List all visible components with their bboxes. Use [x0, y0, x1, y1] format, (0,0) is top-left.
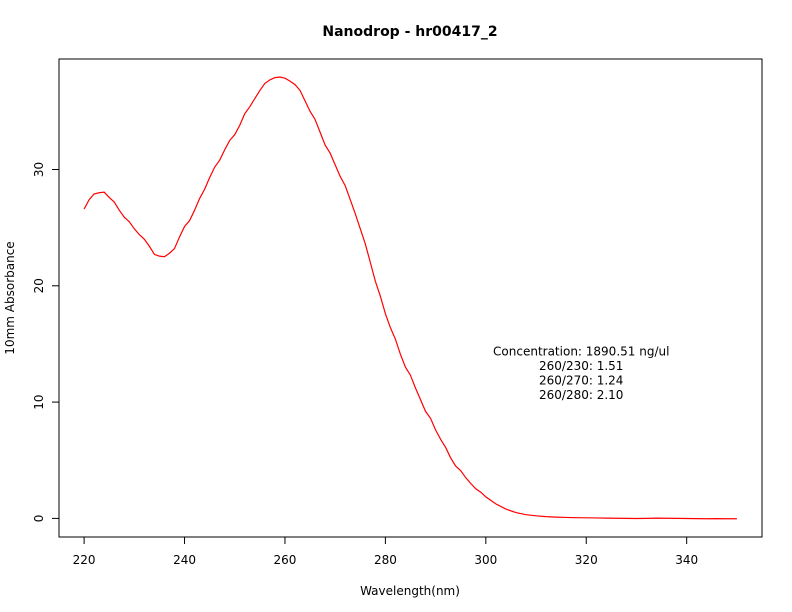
y-tick-label: 0: [32, 515, 46, 523]
x-tick-label: 260: [274, 553, 297, 567]
absorbance-line: [83, 76, 737, 520]
x-tick-label: 340: [675, 553, 698, 567]
annotation-line: 260/270: 1.24: [539, 374, 623, 388]
y-axis-label: 10mm Absorbance: [3, 241, 17, 354]
y-tick-label: 10: [32, 394, 46, 409]
plot-frame: [58, 58, 763, 538]
annotation-line: 260/230: 1.51: [539, 359, 623, 373]
x-tick-label: 320: [575, 553, 598, 567]
x-tick-label: 220: [73, 553, 96, 567]
x-tick-label: 240: [173, 553, 196, 567]
x-tick-label: 300: [474, 553, 497, 567]
y-axis: 0 10 20 30: [32, 162, 59, 522]
chart-title: Nanodrop - hr00417_2: [322, 24, 497, 40]
x-axis: 220 240 260 280 300 320 340: [73, 537, 698, 567]
annotation-line: 260/280: 2.10: [539, 388, 623, 402]
x-tick-label: 280: [374, 553, 397, 567]
x-axis-label: Wavelength(nm): [360, 584, 460, 598]
y-tick-label: 30: [32, 162, 46, 177]
y-tick-label: 20: [32, 278, 46, 293]
annotation-line: Concentration: 1890.51 ng/ul: [493, 345, 669, 359]
